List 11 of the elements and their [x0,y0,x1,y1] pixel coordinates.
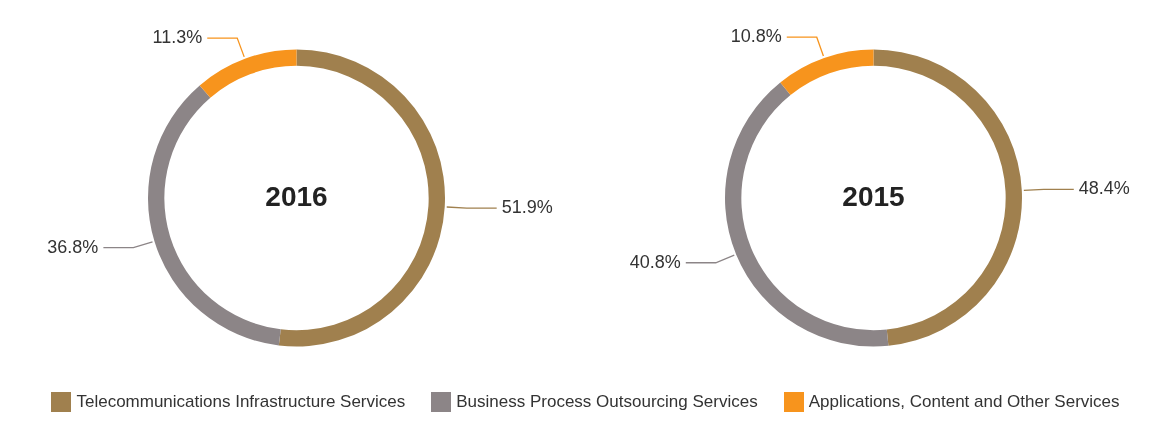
data-label: 10.8% [730,26,782,47]
data-label: 48.4% [1078,178,1130,199]
data-label: 36.8% [47,236,99,257]
data-label: 11.3% [152,27,203,48]
data-label: 51.9% [501,197,553,218]
legend-label: Applications, Content and Other Services [808,392,1120,412]
text: 2015 [842,180,905,212]
text: 2016 [265,180,328,212]
data-label: 40.8% [629,251,681,272]
legend-label: Telecommunications Infrastructure Services [76,392,406,412]
legend-label: Business Process Outsourcing Services [456,392,758,412]
